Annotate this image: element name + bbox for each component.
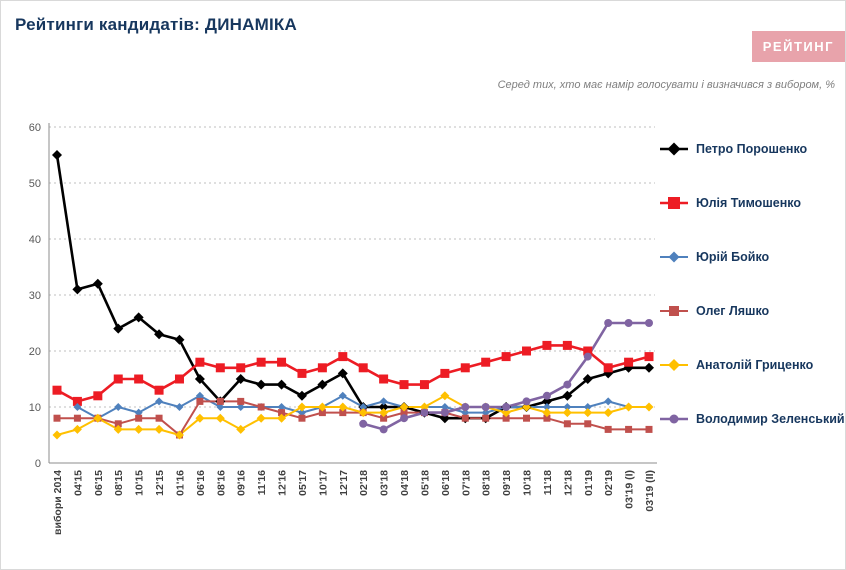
x-tick-label: 08'16: [215, 470, 227, 496]
x-tick-label: 03'19 (I): [624, 470, 636, 509]
y-tick-label: 60: [29, 122, 41, 134]
legend-item-0: Петро Порошенко: [659, 141, 845, 157]
diamond-marker-icon: [660, 251, 688, 263]
y-tick-label: 10: [29, 402, 41, 414]
legend-label: Юлія Тимошенко: [696, 196, 801, 210]
x-tick-label: 04'15: [72, 470, 84, 496]
x-tick-label: 02'18: [358, 470, 370, 496]
legend-item-5: Володимир Зеленський: [659, 411, 845, 427]
legend-label: Володимир Зеленський: [696, 412, 845, 426]
series-markers-4: [52, 391, 654, 440]
legend-item-3: Олег Ляшко: [659, 303, 845, 319]
line-chart: 0 10 20 30 40 50 60 вибори 2014 04'15 06'15 08'15 1…: [29, 122, 657, 535]
x-tick-label: 05'18: [419, 470, 431, 496]
x-tick-label: 08'15: [113, 470, 125, 496]
diamond-marker-icon: [660, 359, 688, 371]
x-tick-label: 07'18: [460, 470, 472, 496]
x-tick-labels: вибори 2014 04'15 06'15 08'15 10'15 12'15 01'1…: [52, 470, 656, 535]
series-markers-5: [359, 319, 653, 434]
legend-label: Анатолій Гриценко: [696, 358, 814, 372]
x-tick-label: 01'19: [583, 470, 595, 496]
x-tick-label: 08'18: [481, 470, 493, 496]
x-tick-label: 01'16: [174, 470, 186, 496]
chart-subtitle: Серед тих, хто має намір голосувати і ви…: [497, 79, 835, 91]
x-tick-label: 06'18: [440, 470, 452, 496]
x-tick-label: 06'15: [93, 470, 105, 496]
x-tick-label: 11'18: [542, 470, 554, 495]
square-marker-icon: [660, 197, 688, 209]
circle-marker-icon: [660, 414, 688, 424]
x-tick-label: 10'18: [522, 470, 534, 496]
diamond-marker-icon: [660, 142, 688, 156]
legend: Петро Порошенко Юлія Тимошенко Юрій Бойко О…: [659, 141, 845, 427]
x-tick-label: 09'18: [501, 470, 513, 496]
x-tick-label: 12'16: [277, 470, 289, 496]
legend-label: Олег Ляшко: [696, 304, 770, 318]
chart-area: 0 10 20 30 40 50 60 вибори 2014 04'15 06'15 08'15 1…: [5, 101, 661, 568]
legend-item-1: Юлія Тимошенко: [659, 195, 845, 211]
x-tick-label: 10'17: [317, 470, 329, 496]
x-tick-label: 05'17: [297, 470, 309, 496]
y-tick-label: 20: [29, 346, 41, 358]
x-tick-label: 02'19: [603, 470, 615, 496]
x-tick-label: 04'18: [399, 470, 411, 496]
x-tick-label: 11'16: [256, 470, 268, 495]
legend-label: Юрій Бойко: [696, 250, 770, 264]
y-tick-label: 40: [29, 234, 41, 246]
x-tick-label: 12'17: [338, 470, 350, 496]
x-tick-label: 12'15: [154, 470, 166, 496]
y-tick-label: 50: [29, 178, 41, 190]
x-tick-label: 09'16: [236, 470, 248, 496]
y-tick-label: 30: [29, 290, 41, 302]
rating-brand-logo: РЕЙТИНГ: [751, 31, 845, 62]
legend-label: Петро Порошенко: [696, 142, 808, 156]
page-title: Рейтинги кандидатів: ДИНАМІКА: [15, 15, 297, 34]
gridlines: 0 10 20 30 40 50 60: [29, 122, 655, 470]
x-tick-label: 10'15: [134, 470, 146, 496]
series-markers-1: [52, 340, 654, 406]
x-tick-label: вибори 2014: [52, 470, 64, 535]
square-marker-icon: [660, 306, 688, 316]
legend-item-4: Анатолій Гриценко: [659, 357, 845, 373]
x-tick-label: 03'18: [379, 470, 391, 496]
x-tick-label: 03'19 (II): [644, 470, 656, 512]
x-tick-label: 12'18: [562, 470, 574, 496]
x-tick-label: 06'16: [195, 470, 207, 496]
legend-item-2: Юрій Бойко: [659, 249, 845, 265]
series-line-1: [56, 344, 650, 403]
series-line-0: [55, 154, 649, 420]
y-tick-label: 0: [35, 458, 41, 470]
